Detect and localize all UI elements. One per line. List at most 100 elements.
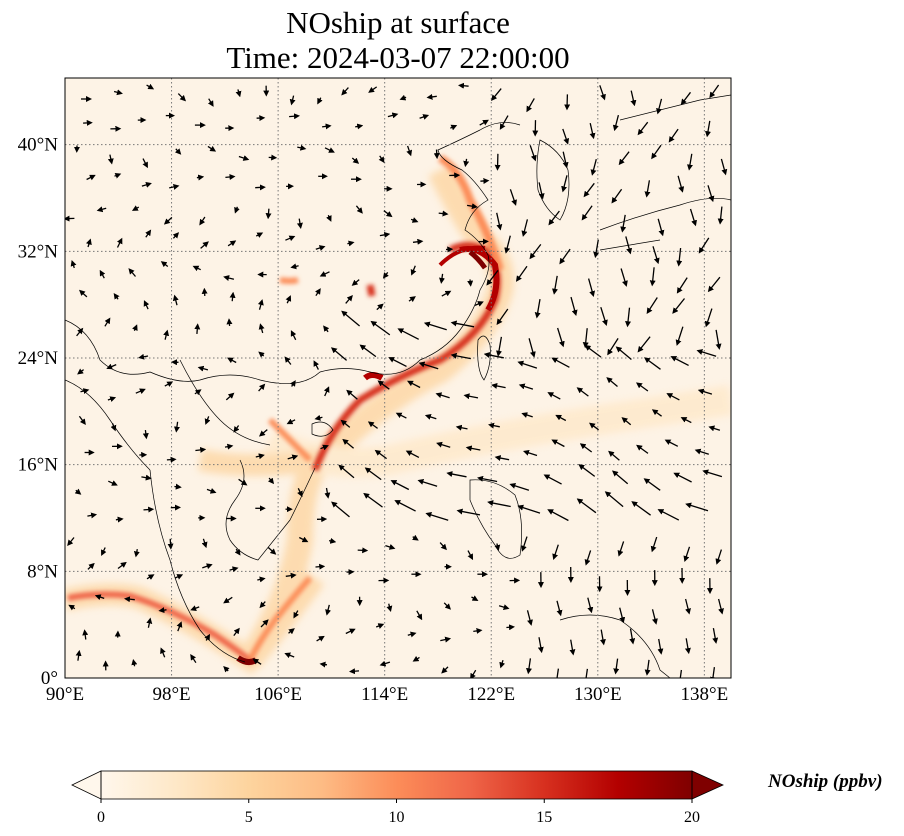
map-frame — [64, 77, 732, 679]
lon-tick-130: 130°E — [574, 684, 622, 705]
wind-arrow — [441, 290, 452, 297]
wind-arrow — [455, 424, 468, 431]
wind-arrow — [316, 635, 325, 642]
wind-arrow — [517, 504, 541, 514]
wind-arrow — [526, 610, 533, 626]
wind-arrow — [488, 422, 500, 429]
wind-arrow — [450, 320, 475, 328]
map-title: NOship at surface — [286, 5, 510, 40]
wind-arrow — [717, 206, 724, 225]
wind-arrow — [223, 275, 235, 281]
wind-arrow — [94, 594, 105, 601]
wind-arrow — [284, 652, 295, 659]
wind-arrow — [579, 443, 593, 453]
wind-arrow — [504, 235, 511, 254]
wind-arrow — [561, 175, 568, 193]
wind-arrow — [417, 479, 438, 487]
wind-arrow — [687, 153, 693, 171]
wind-arrow — [77, 368, 84, 375]
wind-arrow — [521, 536, 528, 552]
wind-arrow — [704, 308, 713, 328]
wind-arrow — [537, 637, 544, 654]
wind-arrow — [113, 292, 120, 300]
wind-arrow — [498, 604, 510, 611]
wind-arrow — [599, 85, 606, 101]
wind-arrow — [608, 450, 620, 461]
wind-arrow — [347, 240, 355, 247]
wind-arrow — [229, 291, 236, 302]
wind-arrow — [521, 219, 529, 237]
wind-arrow — [293, 610, 299, 619]
wind-arrow — [680, 417, 692, 424]
wind-arrow — [450, 352, 471, 360]
wind-arrow — [551, 357, 570, 368]
wind-arrow — [538, 182, 545, 200]
wind-arrow — [412, 655, 420, 662]
wind-arrow — [666, 393, 680, 401]
wind-arrow — [625, 236, 633, 255]
wind-arrow — [285, 295, 292, 304]
wind-arrow — [106, 363, 117, 370]
wind-arrow — [289, 113, 300, 120]
wind-arrow — [543, 474, 562, 485]
wind-arrow — [315, 245, 326, 251]
wind-arrow — [631, 501, 651, 516]
wind-arrow — [351, 279, 360, 286]
wind-arrow — [613, 658, 620, 675]
wind-arrow — [717, 598, 724, 615]
wind-arrow — [644, 180, 651, 198]
wind-arrow — [70, 260, 77, 269]
colorbar-tick-0: 0 — [97, 809, 105, 826]
wind-arrow — [585, 668, 589, 678]
wind-arrow — [435, 392, 450, 399]
wind-arrow — [141, 474, 152, 481]
colorbar-tick-5: 5 — [245, 809, 253, 826]
wind-arrow — [477, 475, 498, 483]
wind-arrow — [142, 430, 149, 440]
wind-arrow — [229, 566, 239, 573]
wind-arrow — [258, 429, 268, 437]
wind-arrow — [697, 388, 713, 395]
wind-arrow — [440, 636, 452, 643]
wind-arrow — [199, 216, 206, 226]
wind-arrow — [132, 324, 138, 332]
wind-arrow — [204, 416, 211, 425]
wind-arrow — [233, 627, 240, 636]
wind-arrow — [257, 576, 266, 583]
wind-arrow — [324, 487, 331, 499]
wind-arrow — [142, 158, 148, 169]
wind-arrow — [394, 500, 416, 512]
wind-arrow — [683, 546, 691, 562]
wind-arrow — [260, 619, 269, 628]
wind-arrow — [582, 328, 589, 349]
wind-arrow — [207, 98, 214, 107]
wind-arrow — [387, 112, 399, 119]
wind-arrow — [104, 317, 111, 327]
wind-arrow — [375, 623, 385, 629]
lon-tick-114: 114°E — [361, 684, 408, 705]
lon-tick-90: 90°E — [46, 684, 84, 705]
wind-arrow — [607, 338, 619, 356]
wind-arrow — [258, 351, 265, 358]
wind-arrow — [131, 205, 140, 211]
wind-arrow — [587, 597, 594, 614]
wind-arrow — [297, 144, 307, 151]
wind-arrow — [612, 114, 620, 132]
wind-vectors — [65, 82, 728, 678]
wind-arrow — [463, 158, 470, 168]
wind-arrow — [679, 669, 683, 678]
wind-arrow — [288, 628, 295, 635]
wind-arrow — [379, 660, 391, 667]
wind-arrow — [509, 482, 530, 491]
wind-arrow — [675, 326, 684, 346]
wind-arrow — [234, 548, 241, 556]
wind-arrow — [174, 148, 182, 155]
lat-tick-16: 16°N — [18, 455, 59, 476]
wind-arrow — [589, 122, 596, 140]
map-panel — [65, 78, 731, 678]
wind-arrow — [618, 151, 630, 166]
wind-arrow — [257, 299, 264, 310]
wind-arrow — [317, 97, 323, 105]
wind-arrow — [480, 177, 490, 184]
wind-arrow — [223, 596, 233, 604]
